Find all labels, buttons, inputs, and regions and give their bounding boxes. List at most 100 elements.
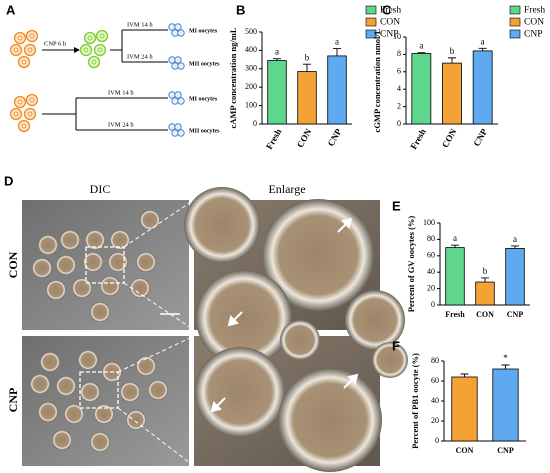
micrographs: D DIC Enlarge CON CNP (4, 173, 408, 472)
row-title: CON (6, 251, 20, 278)
y-tick-label: 60 (427, 251, 435, 260)
bar (442, 62, 462, 125)
bar (267, 60, 287, 125)
legend-swatch (365, 29, 377, 39)
significance-label: b (450, 46, 455, 56)
error-bar (451, 244, 459, 248)
diagram: A CNP 6 h IVM 14 h IVM 24 h MI oocytes M… (6, 2, 220, 137)
error-bar (273, 58, 281, 61)
error-bar (460, 373, 469, 377)
error-bar (303, 63, 311, 72)
significance-label: b (483, 266, 488, 276)
legend-label: CON (524, 18, 544, 28)
error-bar (333, 48, 341, 56)
y-tick-label: 6 (397, 67, 401, 76)
step: IVM 24 h (108, 121, 134, 128)
panel-label: E (392, 198, 401, 213)
significance-label: a (453, 233, 457, 243)
y-tick-label: 10 (393, 32, 401, 41)
error-bar (481, 277, 489, 283)
panel-label: F (392, 338, 400, 353)
y-tick-label: 80 (427, 234, 435, 243)
bar (445, 247, 465, 306)
y-tick-label: 300 (245, 64, 257, 73)
x-tick-label: CON (295, 127, 314, 150)
y-axis-label: Percent of PB1 oocyte (%) (410, 353, 420, 449)
panel-label: C (382, 2, 392, 17)
y-tick-label: 0 (435, 436, 439, 445)
step: IVM 24 h (127, 53, 153, 60)
x-tick-label: Fresh (264, 127, 284, 151)
result: MI oocytes (189, 28, 218, 34)
y-tick-label: 100 (245, 100, 257, 109)
error-bar (417, 52, 426, 54)
panel-label: B (236, 2, 245, 17)
result: MII oocytes (189, 61, 220, 67)
significance-label: b (305, 52, 310, 62)
legend-label: CON (380, 18, 400, 28)
y-tick-label: 8 (397, 49, 401, 58)
significance-label: a (513, 234, 517, 244)
y-tick-label: 80 (431, 356, 439, 365)
y-axis-label: cGMP concentration nmol/L (372, 28, 382, 132)
y-tick-label: 0 (253, 119, 257, 128)
y-tick-label: 100 (423, 218, 435, 227)
legend-swatch (365, 5, 377, 15)
panel-label: A (6, 2, 16, 17)
step: IVM 14 h (127, 21, 153, 28)
error-bar (501, 364, 510, 369)
bar (451, 376, 478, 442)
y-tick-label: 20 (431, 416, 439, 425)
column-title: DIC (90, 182, 111, 196)
bar (411, 53, 432, 125)
legend-label: Fresh (524, 6, 545, 16)
x-tick-label: Fresh (408, 127, 428, 151)
legend-swatch (509, 5, 521, 15)
x-tick-label: CON (440, 127, 459, 150)
legend-label: CNP (380, 30, 398, 40)
legend-swatch (509, 29, 521, 39)
x-tick-label: Fresh (445, 310, 465, 319)
x-tick-label: CNP (471, 127, 489, 148)
result: MII oocytes (189, 128, 220, 134)
result: MI oocytes (189, 96, 218, 102)
bar (505, 248, 525, 306)
bar (327, 55, 347, 125)
y-tick-label: 40 (427, 267, 435, 276)
step: IVM 14 h (108, 89, 134, 96)
bar (297, 71, 317, 125)
significance-label: a (481, 36, 485, 46)
x-tick-label: CNP (497, 446, 514, 455)
legend-label: Fresh (380, 6, 401, 16)
y-tick-label: 2 (397, 101, 401, 110)
y-tick-label: 60 (431, 376, 439, 385)
y-axis-label: cAMP concentration ng/mL (228, 27, 238, 128)
y-tick-label: 500 (245, 27, 257, 36)
bar (475, 281, 495, 306)
legend-swatch (509, 17, 521, 27)
y-tick-label: 0 (431, 300, 435, 309)
y-tick-label: 0 (397, 119, 401, 128)
significance-label: * (503, 353, 508, 363)
y-tick-label: 20 (427, 283, 435, 292)
column-title: Enlarge (268, 182, 305, 196)
bar (492, 368, 519, 442)
error-bar (478, 47, 487, 51)
panel-label: D (4, 173, 13, 188)
y-tick-label: 400 (245, 45, 257, 54)
x-tick-label: CNP (507, 310, 524, 319)
x-tick-label: CNP (326, 127, 344, 148)
significance-label: a (275, 47, 279, 57)
y-tick-label: 4 (397, 84, 401, 93)
bar (472, 50, 493, 125)
legend-swatch (365, 17, 377, 27)
error-bar (448, 57, 456, 64)
error-bar (511, 245, 519, 249)
significance-label: a (335, 37, 339, 47)
x-tick-label: CON (476, 310, 494, 319)
y-tick-label: 40 (431, 396, 439, 405)
y-tick-label: 200 (245, 82, 257, 91)
y-axis-label: Percent of GV oocytes (%) (406, 216, 416, 313)
significance-label: a (419, 41, 423, 51)
